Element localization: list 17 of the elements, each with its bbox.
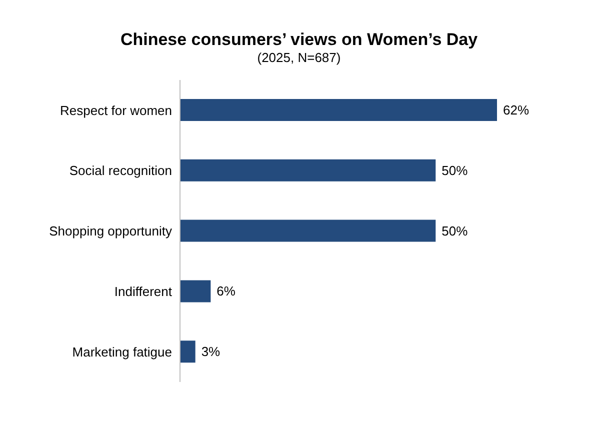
y-tick-label: Shopping opportunity <box>49 224 172 239</box>
bar <box>180 340 196 363</box>
bar <box>180 159 436 182</box>
data-label: 50% <box>442 162 468 178</box>
bar <box>180 280 211 302</box>
y-tick-label: Respect for women <box>60 102 172 118</box>
y-tick-label: Indifferent <box>114 284 172 300</box>
data-label: 50% <box>442 223 468 238</box>
chart-title: Chinese consumers’ views on Women’s Day <box>119 30 479 50</box>
bar <box>180 99 497 121</box>
data-label: 6% <box>216 284 236 299</box>
data-label: 62% <box>503 102 530 118</box>
y-tick-label: Marketing fatigue <box>72 344 172 360</box>
data-label: 3% <box>201 344 221 360</box>
chart-subtitle: (2025, N=687) <box>256 50 342 66</box>
bar <box>180 220 436 242</box>
y-tick-label: Social recognition <box>69 163 172 178</box>
